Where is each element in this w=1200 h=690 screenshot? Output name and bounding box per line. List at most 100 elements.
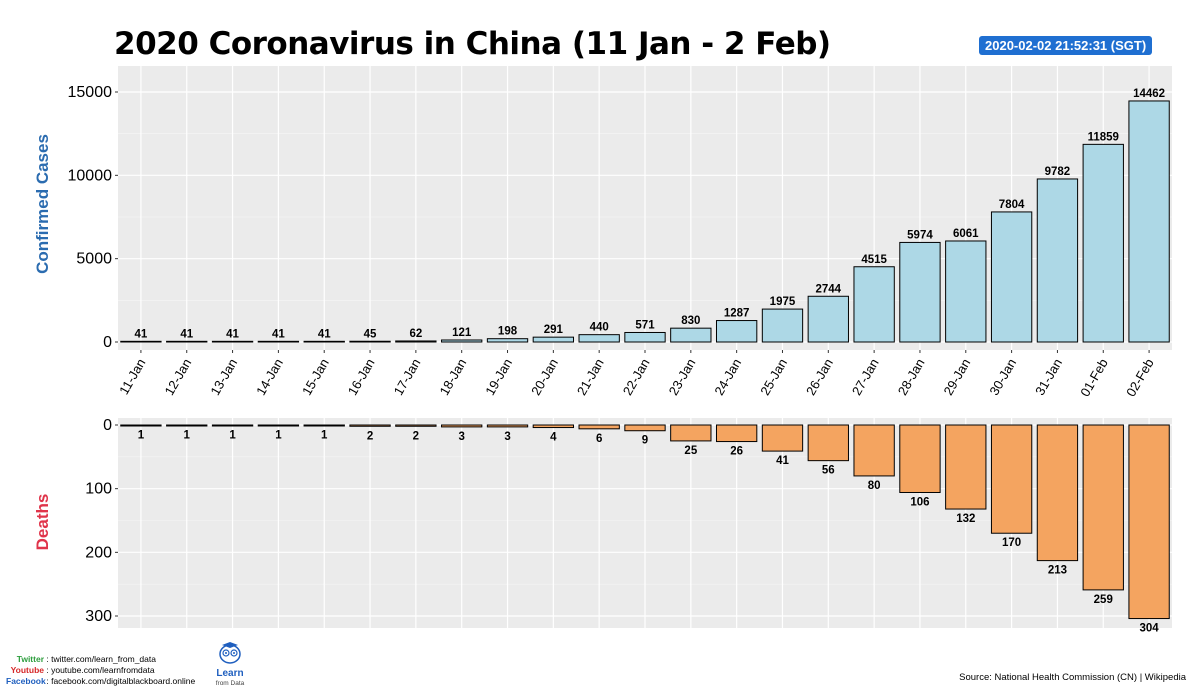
cases-value-label: 440	[590, 322, 609, 334]
cases-bar	[578, 334, 620, 343]
deaths-value-label: 56	[822, 465, 835, 477]
deaths-value-label: 1	[275, 430, 282, 442]
deaths-value-label: 1	[229, 430, 236, 442]
x-category-label: 13-Jan	[207, 356, 240, 398]
cases-y-axis-label: Confirmed Cases	[33, 134, 52, 274]
facebook-line: Facebook : facebook.com/digitalblackboar…	[6, 676, 196, 686]
x-category-label: 24-Jan	[711, 356, 744, 398]
cases-bar	[807, 295, 849, 343]
x-category-label: 23-Jan	[666, 356, 699, 398]
cases-bar	[486, 338, 529, 343]
deaths-value-label: 1	[321, 430, 328, 442]
deaths-y-tick-label: 100	[85, 481, 112, 498]
deaths-bar	[578, 424, 620, 430]
facebook-link[interactable]: facebook.com/digitalblackboard.online	[51, 676, 196, 686]
cases-value-label: 571	[635, 319, 655, 331]
deaths-bar	[441, 424, 483, 428]
cases-value-label: 1287	[724, 308, 750, 320]
deaths-y-tick-label: 300	[85, 608, 112, 625]
deaths-bar	[486, 424, 529, 428]
twitter-link[interactable]: twitter.com/learn_from_data	[51, 654, 156, 664]
cases-bar	[532, 336, 575, 343]
deaths-y-tick-label: 200	[85, 544, 112, 561]
twitter-line: Twitter : twitter.com/learn_from_data	[16, 654, 156, 664]
cases-bar	[303, 340, 345, 343]
deaths-bar	[303, 424, 345, 427]
deaths-value-label: 2	[367, 430, 373, 442]
cases-value-label: 7804	[999, 199, 1025, 211]
cases-value-label: 6061	[953, 228, 979, 240]
cases-value-label: 4515	[861, 254, 887, 266]
deaths-bar	[990, 424, 1033, 534]
x-category-label: 01-Feb	[1077, 356, 1111, 399]
cases-bar	[349, 340, 391, 343]
deaths-bar	[1128, 424, 1170, 620]
x-category-label: 21-Jan	[574, 356, 607, 398]
deaths-bar	[120, 424, 162, 427]
deaths-value-label: 106	[910, 496, 929, 508]
deaths-bar	[532, 424, 575, 429]
deaths-bar	[1036, 424, 1079, 562]
cases-bar	[853, 266, 895, 343]
cases-bar	[670, 327, 712, 343]
deaths-bar	[211, 424, 254, 427]
cases-bar	[166, 340, 208, 343]
cases-bar	[441, 339, 483, 343]
deaths-bar	[257, 424, 300, 427]
social-links: Twitter : twitter.com/learn_from_data Yo…	[6, 654, 195, 687]
deaths-bar	[945, 424, 987, 510]
logo-text: Learn	[216, 668, 243, 679]
youtube-link[interactable]: youtube.com/learnfromdata	[51, 665, 155, 675]
deaths-panel: 0 100 200 300 1 1 1 1 1 2 2 3 3 4 6 9 25 26 41 56 80 106 132 17…	[85, 417, 1172, 635]
cases-bar	[395, 340, 437, 343]
deaths-value-label: 213	[1048, 565, 1067, 577]
deaths-bar	[715, 424, 758, 443]
deaths-bar	[670, 424, 712, 442]
deaths-value-label: 259	[1094, 594, 1113, 606]
cases-value-label: 41	[135, 328, 148, 340]
deaths-value-label: 25	[684, 445, 697, 457]
cases-value-label: 62	[409, 328, 422, 340]
deaths-value-label: 3	[458, 431, 464, 443]
cases-value-label: 45	[364, 328, 377, 340]
x-category-label: 14-Jan	[253, 356, 286, 398]
deaths-value-label: 1	[184, 430, 191, 442]
cases-y-tick-label: 10000	[68, 167, 113, 184]
cases-value-label: 830	[681, 315, 700, 327]
facebook-label: Facebook	[6, 676, 46, 686]
cases-value-label: 41	[180, 328, 193, 340]
x-category-label: 28-Jan	[895, 356, 928, 398]
cases-bar	[120, 340, 162, 343]
cases-bar	[1036, 178, 1079, 343]
deaths-bar	[853, 424, 895, 477]
timestamp-badge: 2020-02-02 21:52:31 (SGT)	[979, 36, 1153, 55]
deaths-value-label: 304	[1139, 623, 1159, 635]
cases-bar	[945, 240, 987, 343]
cases-value-label: 41	[318, 328, 331, 340]
deaths-bar	[349, 424, 391, 427]
x-category-label: 27-Jan	[849, 356, 882, 398]
deaths-value-label: 4	[550, 432, 557, 444]
deaths-value-label: 9	[642, 435, 648, 447]
x-category-label: 11-Jan	[116, 356, 148, 397]
x-category-label: 18-Jan	[436, 356, 469, 398]
youtube-line: Youtube : youtube.com/learnfromdata	[10, 665, 155, 675]
deaths-y-axis-label: Deaths	[33, 494, 52, 551]
cases-y-tick-label: 5000	[76, 251, 112, 268]
deaths-value-label: 26	[730, 446, 743, 458]
cases-bar	[257, 340, 300, 343]
cases-bar	[761, 308, 804, 343]
cases-value-label: 14462	[1133, 88, 1165, 100]
x-category-label: 16-Jan	[345, 356, 378, 398]
cases-value-label: 41	[272, 328, 285, 340]
deaths-bar	[899, 424, 941, 493]
deaths-y-tick-label: 0	[103, 417, 112, 434]
deaths-value-label: 2	[413, 430, 419, 442]
deaths-value-label: 1	[138, 430, 145, 442]
cases-bar	[990, 211, 1033, 343]
cases-bar	[1128, 100, 1170, 343]
deaths-bar	[1082, 424, 1124, 591]
x-category-label: 29-Jan	[941, 356, 974, 398]
x-category-label: 26-Jan	[803, 356, 836, 398]
deaths-value-label: 41	[776, 455, 789, 467]
